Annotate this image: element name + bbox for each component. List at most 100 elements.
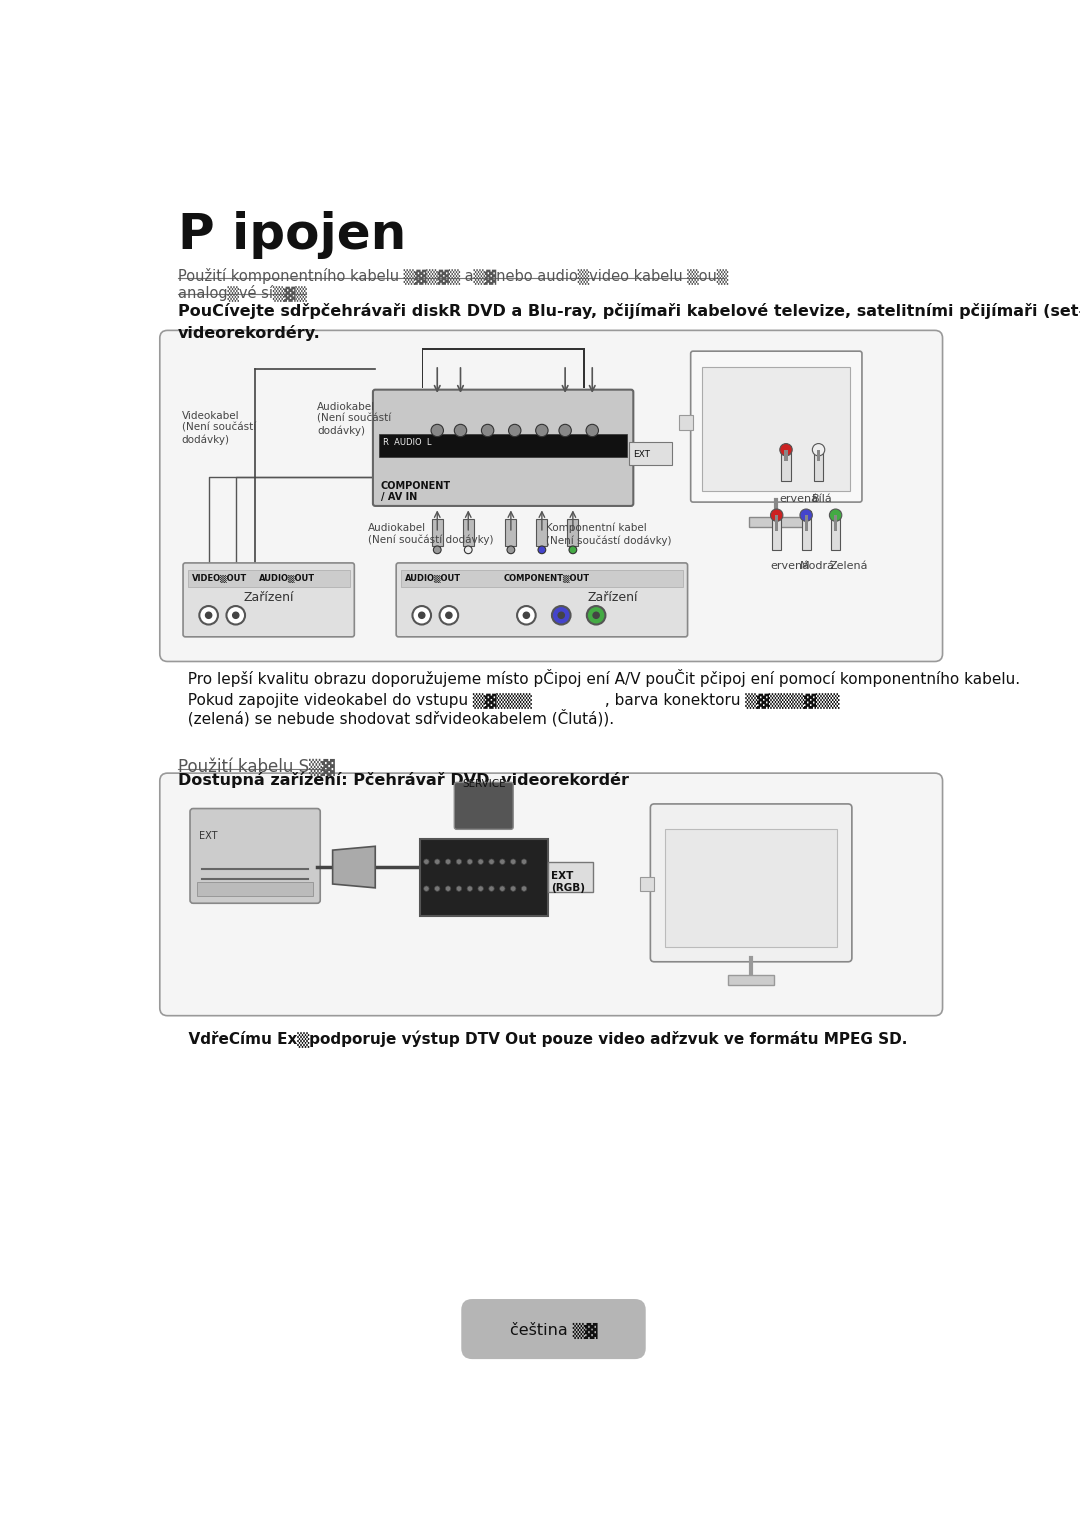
Circle shape xyxy=(467,887,473,891)
Text: COMPONENT▒OUT: COMPONENT▒OUT xyxy=(503,574,590,583)
Circle shape xyxy=(569,546,577,554)
Text: Videokabel
(Není součástí
dodávky): Videokabel (Není součástí dodávky) xyxy=(181,411,256,445)
Bar xyxy=(188,569,350,588)
FancyBboxPatch shape xyxy=(650,804,852,962)
Bar xyxy=(665,830,837,946)
Bar xyxy=(548,862,593,893)
Text: PouCívejte sdřpčehrávaři diskR DVD a Blu-ray, pčijímaři kabelové televize, satel: PouCívejte sdřpčehrávaři diskR DVD a Blu… xyxy=(177,304,1080,341)
Circle shape xyxy=(780,443,793,456)
Circle shape xyxy=(413,606,431,624)
Polygon shape xyxy=(333,847,375,888)
Circle shape xyxy=(524,612,529,618)
Circle shape xyxy=(446,612,451,618)
Circle shape xyxy=(536,425,548,437)
FancyBboxPatch shape xyxy=(455,782,513,830)
Circle shape xyxy=(478,859,484,864)
Text: R  AUDIO  L: R AUDIO L xyxy=(383,439,432,448)
Text: AUDIO▒OUT: AUDIO▒OUT xyxy=(259,574,315,583)
Bar xyxy=(831,511,840,549)
Bar xyxy=(772,511,781,549)
Circle shape xyxy=(434,859,440,864)
Bar xyxy=(748,517,804,526)
Text: P ipojen: P ipojen xyxy=(177,212,406,259)
Text: Zařízení: Zařízení xyxy=(243,592,294,604)
Circle shape xyxy=(467,859,473,864)
Circle shape xyxy=(445,859,450,864)
Circle shape xyxy=(517,606,536,624)
Text: Použití komponentního kabelu ▒▓▒▓▒ a▒▓nebo audio▒video kabelu ▒ou▒: Použití komponentního kabelu ▒▓▒▓▒ a▒▓ne… xyxy=(177,267,728,284)
Bar xyxy=(781,446,791,480)
Text: VIDEO▒OUT: VIDEO▒OUT xyxy=(191,574,247,583)
Text: analog▒vé sí▒▓▒: analog▒vé sí▒▓▒ xyxy=(177,284,307,301)
Circle shape xyxy=(227,606,245,624)
Circle shape xyxy=(482,425,494,437)
Circle shape xyxy=(500,887,505,891)
Circle shape xyxy=(586,425,598,437)
Text: Komponentní kabel
(Není součástí dodávky): Komponentní kabel (Není součástí dodávky… xyxy=(545,523,672,546)
FancyBboxPatch shape xyxy=(160,330,943,661)
Bar xyxy=(814,446,823,480)
Circle shape xyxy=(489,859,495,864)
Circle shape xyxy=(558,612,565,618)
Circle shape xyxy=(464,546,472,554)
Circle shape xyxy=(433,546,441,554)
Text: Zelená: Zelená xyxy=(829,561,868,571)
Circle shape xyxy=(511,887,516,891)
Text: EXT: EXT xyxy=(633,449,650,459)
Text: Použití kabelu S▒▓: Použití kabelu S▒▓ xyxy=(177,758,334,776)
FancyBboxPatch shape xyxy=(373,390,633,506)
Circle shape xyxy=(511,859,516,864)
Bar xyxy=(537,518,548,546)
Bar xyxy=(401,569,683,588)
Text: Modrá: Modrá xyxy=(800,561,835,571)
Bar xyxy=(420,839,548,916)
FancyBboxPatch shape xyxy=(461,1299,646,1359)
Circle shape xyxy=(478,887,484,891)
Circle shape xyxy=(456,887,461,891)
Circle shape xyxy=(423,887,429,891)
Circle shape xyxy=(434,887,440,891)
Bar xyxy=(463,518,474,546)
Circle shape xyxy=(770,509,783,522)
FancyBboxPatch shape xyxy=(160,773,943,1016)
Circle shape xyxy=(431,425,444,437)
Circle shape xyxy=(829,509,841,522)
Circle shape xyxy=(440,606,458,624)
Text: ervená: ervená xyxy=(780,494,819,503)
Bar xyxy=(801,511,811,549)
Bar xyxy=(197,882,313,896)
Bar xyxy=(630,442,672,465)
Text: Dostupná zařízení: Pčehrávař DVD, videorekordér: Dostupná zařízení: Pčehrávař DVD, videor… xyxy=(177,772,629,787)
Circle shape xyxy=(559,425,571,437)
Text: AUDIO▒OUT: AUDIO▒OUT xyxy=(405,574,461,583)
Text: Bílá: Bílá xyxy=(812,494,833,503)
Text: COMPONENT
/ AV IN: COMPONENT / AV IN xyxy=(380,480,450,502)
Bar xyxy=(567,518,578,546)
Circle shape xyxy=(507,546,515,554)
Text: EXT
(RGB): EXT (RGB) xyxy=(551,871,585,893)
Text: Pro lepší kvalitu obrazu doporužujeme místo pČipoj ení A/V pouČit pčipoj ení pom: Pro lepší kvalitu obrazu doporužujeme mí… xyxy=(177,669,1020,687)
Text: Pokud zapojite videokabel do vstupu ▒▓▒▒▒               , barva konektoru ▒▓▒▒▒▓: Pokud zapojite videokabel do vstupu ▒▓▒▒… xyxy=(177,692,839,709)
Bar xyxy=(728,976,774,985)
Circle shape xyxy=(812,443,825,456)
Text: Audiokabel
(Není součástí
dodávky): Audiokabel (Není součástí dodávky) xyxy=(318,402,391,436)
FancyBboxPatch shape xyxy=(190,808,321,904)
Bar xyxy=(422,350,423,388)
Circle shape xyxy=(593,612,599,618)
Circle shape xyxy=(586,606,606,624)
Bar xyxy=(702,367,850,491)
Circle shape xyxy=(423,859,429,864)
Circle shape xyxy=(800,509,812,522)
Bar xyxy=(816,449,820,462)
Circle shape xyxy=(538,546,545,554)
Circle shape xyxy=(455,425,467,437)
Bar xyxy=(640,877,654,891)
Circle shape xyxy=(552,606,570,624)
Circle shape xyxy=(522,859,527,864)
Text: (zelená) se nebude shodovat sdřvideokabelem (Člutá)).: (zelená) se nebude shodovat sdřvideokabe… xyxy=(177,709,613,727)
Bar xyxy=(805,515,808,531)
FancyBboxPatch shape xyxy=(183,563,354,637)
Circle shape xyxy=(205,612,212,618)
Circle shape xyxy=(232,612,239,618)
Text: Audiokabel
(Není součástí dodávky): Audiokabel (Není součástí dodávky) xyxy=(367,523,492,545)
